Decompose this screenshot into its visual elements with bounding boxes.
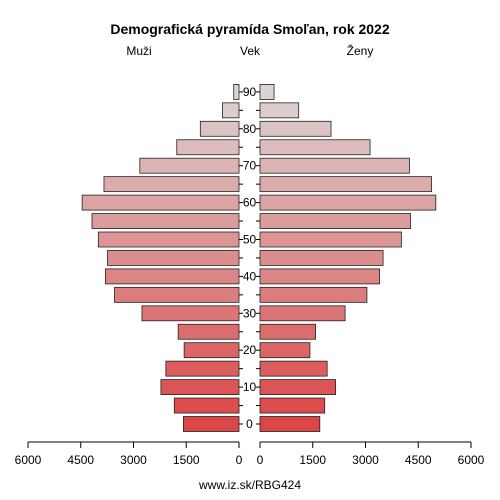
male-bar: [114, 286, 240, 303]
female-bar: [259, 379, 337, 396]
male-bar: [91, 213, 240, 229]
male-bar: [176, 139, 240, 156]
age-tick-label: 0: [246, 417, 253, 431]
male-bar: [81, 194, 240, 211]
male-bar: [165, 360, 240, 377]
female-bar: [259, 139, 371, 156]
age-tick-label: 80: [243, 122, 257, 136]
male-value-tick-label: 4500: [67, 453, 94, 467]
male-value-tick-label: 3000: [120, 453, 147, 467]
male-bar: [141, 305, 240, 322]
male-bar: [104, 268, 240, 285]
female-bar: [259, 305, 346, 322]
female-bar: [259, 84, 275, 100]
female-bar: [259, 157, 410, 174]
right-series-label: Ženy: [347, 43, 374, 58]
female-value-tick-label: 4500: [405, 453, 432, 467]
age-axis: 0 10 20 30 40 50 60 70 80 90: [239, 85, 260, 431]
female-bar: [259, 360, 328, 377]
female-bar: [259, 213, 411, 229]
female-bar: [259, 231, 402, 248]
male-bar: [183, 342, 240, 359]
left-series-label: Muži: [126, 44, 151, 58]
male-bar: [233, 84, 240, 100]
male-value-tick-label: 0: [236, 453, 243, 467]
female-bar: [259, 268, 380, 285]
center-axis-label: Vek: [240, 44, 261, 58]
chart-title: Demografická pyramída Smoľan, rok 2022: [110, 21, 390, 37]
female-bar: [259, 416, 321, 432]
age-tick-label: 40: [243, 269, 257, 283]
female-bar: [259, 194, 437, 211]
male-bar: [177, 323, 240, 340]
male-bar: [139, 157, 240, 174]
male-value-tick-label: 6000: [15, 453, 42, 467]
female-bar: [259, 120, 332, 137]
age-tick-label: 50: [243, 233, 257, 247]
male-bar: [222, 102, 240, 119]
male-bar: [173, 397, 240, 414]
value-axes: 6000 4500 3000 1500 0 0 1500 3000 4500 6000: [15, 441, 485, 467]
male-bar: [199, 120, 240, 137]
female-bar: [259, 323, 316, 340]
male-bar: [107, 250, 240, 266]
female-value-tick-label: 1500: [299, 453, 326, 467]
female-bar: [259, 286, 368, 303]
female-value-tick-label: 0: [257, 453, 264, 467]
age-tick-label: 70: [243, 159, 257, 173]
female-bar: [259, 102, 300, 119]
age-tick-label: 60: [243, 196, 257, 210]
age-tick-label: 90: [243, 85, 257, 99]
male-bar: [183, 416, 240, 432]
age-tick-label: 30: [243, 306, 257, 320]
age-tick-label: 10: [243, 380, 257, 394]
footer-source: www.iz.sk/RBG424: [198, 478, 301, 492]
age-tick-label: 20: [243, 343, 257, 357]
male-bar: [160, 379, 240, 396]
male-bar: [103, 176, 240, 193]
male-bar: [97, 231, 240, 248]
female-bar: [259, 342, 311, 359]
female-bar: [259, 397, 326, 414]
male-value-tick-label: 1500: [173, 453, 200, 467]
female-bar: [259, 176, 433, 193]
female-bar: [259, 250, 384, 266]
female-value-tick-label: 6000: [458, 453, 485, 467]
female-value-tick-label: 3000: [352, 453, 379, 467]
